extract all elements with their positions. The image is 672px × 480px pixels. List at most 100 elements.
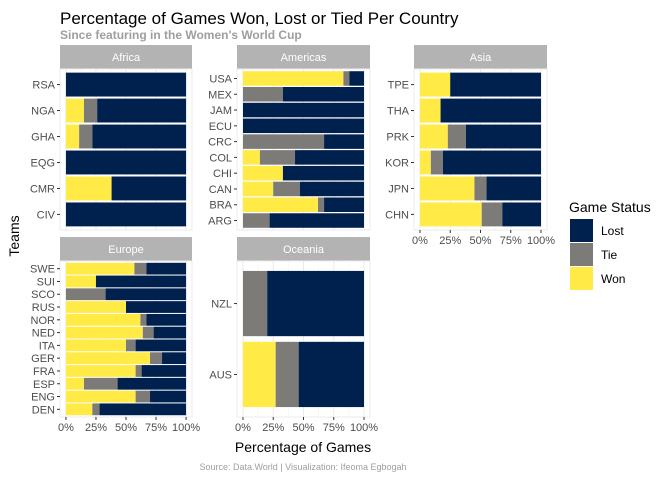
bar-tha-lost xyxy=(440,98,542,123)
y-tick-label-aus: AUS xyxy=(209,369,232,381)
chart-caption: Source: Data.World | Visualization: Ifeo… xyxy=(199,462,406,472)
bar-ita-lost xyxy=(135,339,187,352)
x-tick-label: 50% xyxy=(469,235,491,247)
y-tick-label-chn: CHN xyxy=(385,209,409,221)
legend-label-won: Won xyxy=(601,272,625,286)
bar-rus-lost xyxy=(126,301,187,313)
y-tick-label-crc: CRC xyxy=(208,137,232,149)
bar-den-tie xyxy=(92,403,100,416)
y-tick-label-usa: USA xyxy=(209,73,232,85)
bar-nzl-tie xyxy=(242,270,268,337)
bar-can-won xyxy=(242,181,274,197)
y-tick-label-tha: THA xyxy=(387,106,410,118)
y-tick-label-can: CAN xyxy=(209,184,232,196)
x-tick-label: 75% xyxy=(323,422,345,434)
bar-aus-won xyxy=(242,341,276,408)
bar-nor-tie xyxy=(140,313,147,326)
bar-bra-tie xyxy=(318,197,325,213)
bar-ger-tie xyxy=(150,352,163,365)
y-tick-label-ger: GER xyxy=(31,353,55,365)
legend: Game Status Lost Tie Won xyxy=(569,199,651,290)
bar-nga-tie xyxy=(83,98,98,123)
bar-ned-lost xyxy=(153,326,187,339)
x-tick-label: 0% xyxy=(412,235,428,247)
x-tick-label: 100% xyxy=(527,235,555,247)
y-tick-label-rsa: RSA xyxy=(32,80,55,92)
strip-label-europe: Europe xyxy=(108,244,143,256)
y-tick-label-jpn: JPN xyxy=(388,183,409,195)
bar-bra-lost xyxy=(324,197,365,213)
bar-col-lost xyxy=(295,150,365,165)
strip-americas xyxy=(237,45,370,69)
y-axis-title: Teams xyxy=(6,215,22,256)
y-tick-label-sco: SCO xyxy=(31,289,55,301)
panel-africa: Africa RSA NGA GHA EQG CMR CIV xyxy=(30,45,193,231)
x-tick-label: 100% xyxy=(172,422,200,434)
bar-jpn-tie xyxy=(474,176,487,201)
y-tick-label-arg: ARG xyxy=(208,216,232,228)
bar-usa-lost xyxy=(349,71,365,86)
y-tick-label-prk: PRK xyxy=(386,132,409,144)
chart-subtitle: Since featuring in the Women's World Cup xyxy=(60,28,302,42)
y-tick-label-nor: NOR xyxy=(31,315,56,327)
y-tick-label-sui: SUI xyxy=(37,276,55,288)
bar-prk-won xyxy=(419,124,448,149)
bar-sco-tie xyxy=(65,288,106,301)
panel-oceania: Oceania NZL AUS 0% 25% 50% 75% 100% xyxy=(209,237,378,434)
bar-civ-lost xyxy=(65,202,187,227)
y-tick-label-rus: RUS xyxy=(32,302,55,314)
bar-ger-lost xyxy=(162,352,187,365)
bar-jpn-lost xyxy=(486,176,542,201)
bar-chi-lost xyxy=(282,165,365,181)
y-tick-label-mex: MEX xyxy=(208,89,233,101)
x-tick-label: 0% xyxy=(58,422,74,434)
y-tick-label-chi: CHI xyxy=(213,168,232,180)
bar-esp-lost xyxy=(117,377,187,390)
strip-europe xyxy=(60,237,192,261)
bar-nor-won xyxy=(65,313,141,326)
bar-ger-won xyxy=(65,352,151,365)
bar-can-tie xyxy=(273,181,300,197)
y-tick-label-den: DEN xyxy=(32,404,55,416)
y-tick-label-eqg: EQG xyxy=(31,157,55,169)
strip-label-africa: Africa xyxy=(112,52,141,64)
bar-crc-tie xyxy=(242,134,325,149)
bar-tpe-won xyxy=(419,72,451,97)
bar-nga-won xyxy=(65,98,84,123)
bar-crc-lost xyxy=(324,134,365,149)
x-tick-label: 100% xyxy=(350,422,378,434)
bar-mex-tie xyxy=(242,86,283,102)
bar-esp-tie xyxy=(83,377,118,390)
x-tick-label: 25% xyxy=(439,235,461,247)
bar-swe-tie xyxy=(134,262,147,275)
y-tick-label-bra: BRA xyxy=(209,200,232,212)
bar-sui-lost xyxy=(95,275,187,288)
chart-title: Percentage of Games Won, Lost or Tied Pe… xyxy=(60,9,459,28)
bar-swe-lost xyxy=(146,262,187,275)
x-tick-label: 25% xyxy=(85,422,107,434)
x-tick-label: 50% xyxy=(115,422,137,434)
bar-esp-won xyxy=(65,377,84,390)
panel-americas: Americas USA MEX JAM ECU CRC COL CHI CAN BRA ARG xyxy=(208,45,371,231)
bar-rus-won xyxy=(65,301,126,313)
bar-arg-lost xyxy=(269,213,365,228)
y-tick-label-tpe: TPE xyxy=(388,80,409,92)
bar-nor-lost xyxy=(146,313,187,326)
bar-aus-tie xyxy=(275,341,299,408)
x-tick-label: 0% xyxy=(235,422,251,434)
bar-cmr-lost xyxy=(111,176,187,201)
bar-bra-won xyxy=(242,197,319,213)
bar-ned-tie xyxy=(142,326,154,339)
strip-oceania xyxy=(237,237,370,261)
x-axis-title: Percentage of Games xyxy=(235,439,371,455)
y-tick-label-fra: FRA xyxy=(33,366,56,378)
y-tick-label-esp: ESP xyxy=(33,379,55,391)
bar-col-won xyxy=(242,150,260,165)
bar-eng-tie xyxy=(135,390,151,403)
x-tick-label: 75% xyxy=(145,422,167,434)
panel-asia: Asia TPE THA PRK KOR JPN CHN 0% 25% 50% 75% 100% xyxy=(385,45,555,247)
bar-can-lost xyxy=(299,181,365,197)
bar-usa-won xyxy=(242,71,344,86)
bar-eqg-lost xyxy=(65,150,187,175)
bar-arg-tie xyxy=(242,213,270,228)
